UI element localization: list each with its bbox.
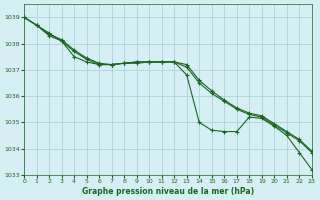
X-axis label: Graphe pression niveau de la mer (hPa): Graphe pression niveau de la mer (hPa) — [82, 187, 254, 196]
